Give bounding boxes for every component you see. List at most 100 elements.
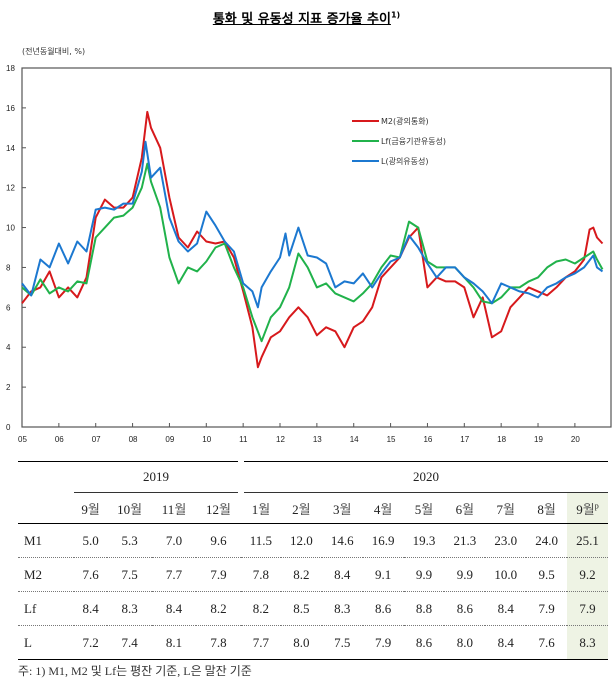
table-cell: 8.4: [485, 591, 527, 626]
table-cell: 9.2: [567, 557, 608, 592]
month-suffix: 월: [298, 501, 311, 517]
legend-label-1: Lf(금융기관유동성): [381, 136, 446, 146]
title-footnote-mark: 1): [390, 10, 401, 20]
table-cell: 8.6: [362, 591, 404, 626]
month-header: 11월: [152, 492, 197, 524]
month-header: 6월: [444, 492, 486, 524]
month-header: 9월: [74, 492, 108, 524]
table-row: M2 7.6 7.5 7.7 7.9 7.8 8.2 8.4 9.1 9.9 9.9 10.0 9.5 9…: [18, 557, 608, 592]
x-tick-label: 14: [350, 435, 359, 444]
table-cell: 7.6: [526, 625, 568, 660]
month-number: 7: [496, 501, 504, 517]
x-tick-label: 20: [571, 435, 580, 444]
year-header: 2020: [240, 461, 608, 493]
table-cell: 8.2: [280, 557, 322, 592]
table-cell: 14.6: [321, 523, 363, 558]
table-cell: 5.0: [74, 523, 108, 558]
year-header-row: 2019 2020: [18, 461, 608, 493]
table-cell: 8.3: [321, 591, 363, 626]
table-cell: 7.7: [240, 625, 281, 660]
legend-label-2: L(광의유동성): [381, 156, 429, 166]
table-cell: 8.4: [74, 591, 108, 626]
month-suffix: 월: [582, 501, 595, 517]
data-table: 2019 2020 9월 10월 11월 12월 1월 2월 3월 4월 5월 6월 7월 8월 9월p M1…: [18, 461, 608, 660]
month-header: 8월: [526, 492, 568, 524]
table-row: L 7.2 7.4 8.1 7.8 7.7 8.0 7.5 7.9 8.6 8.0 8.4 7.6 8.3: [18, 625, 608, 660]
month-suffix: 월: [258, 501, 271, 517]
month-suffix: 월: [503, 501, 515, 517]
month-suffix: 월: [130, 501, 143, 517]
month-suffix: 월: [218, 501, 231, 517]
x-tick-label: 07: [92, 435, 101, 444]
month-suffix: 월: [462, 501, 475, 517]
table-cell: 9.5: [526, 557, 568, 592]
y-tick-label: 4: [6, 343, 11, 352]
x-tick-label: 06: [55, 435, 64, 444]
table-cell: 8.2: [240, 591, 281, 626]
month-header: 3월: [321, 492, 363, 524]
month-number: 9: [81, 501, 88, 517]
month-header-row: 9월 10월 11월 12월 1월 2월 3월 4월 5월 6월 7월 8월 9월p: [18, 492, 608, 524]
table-cell: 7.8: [240, 557, 281, 592]
table-cell: 8.6: [403, 625, 445, 660]
month-number: 2: [292, 501, 299, 517]
table-cell: 7.7: [152, 557, 197, 592]
month-header: 2월: [280, 492, 322, 524]
month-header: 1월: [240, 492, 281, 524]
table-row: Lf 8.4 8.3 8.4 8.2 8.2 8.5 8.3 8.6 8.8 8.6 8.4 7.9 7.…: [18, 591, 608, 626]
month-suffix: 월: [339, 501, 352, 517]
table-cell: 8.1: [152, 625, 197, 660]
month-number: 8: [537, 501, 544, 517]
line-chart: 0 2 4 6 8 10 12 14 16 18 05 06 07 08 09 10 11 12 13 14 15 16 1…: [6, 64, 612, 444]
table-row: M1 5.0 5.3 7.0 9.6 11.5 12.0 14.6 16.9 19.3 21.3 23…: [18, 523, 608, 558]
x-tick-label: 19: [534, 435, 543, 444]
x-tick-label: 17: [460, 435, 469, 444]
table-cell: 7.5: [321, 625, 363, 660]
month-suffix: 월: [421, 501, 434, 517]
year-header: 2019: [74, 461, 244, 493]
preliminary-mark: p: [594, 501, 599, 511]
table-cell: 7.4: [107, 625, 153, 660]
series-line-2: [21, 140, 604, 309]
table-cell: 16.9: [362, 523, 404, 558]
table-cell: 7.9: [362, 625, 404, 660]
month-suffix: 월: [543, 501, 556, 517]
table-cell: 8.4: [152, 591, 197, 626]
table-cell: 7.9: [567, 591, 608, 626]
y-tick-label: 16: [6, 104, 15, 113]
x-tick-label: 10: [202, 435, 211, 444]
table-cell: 9.6: [196, 523, 241, 558]
table-cell: 8.3: [107, 591, 153, 626]
month-number: 6: [455, 501, 463, 517]
table-cell: 11.5: [240, 523, 281, 558]
table-cell: 8.0: [280, 625, 322, 660]
month-header: 5월: [403, 492, 445, 524]
x-tick-label: 09: [165, 435, 174, 444]
table-cell: 7.0: [152, 523, 197, 558]
month-number: 3: [333, 501, 340, 517]
table-cell: 8.5: [280, 591, 322, 626]
month-suffix: 월: [174, 501, 187, 517]
month-header: 7월: [485, 492, 527, 524]
table-cell: 8.3: [567, 625, 608, 660]
month-suffix: 월: [380, 501, 393, 517]
month-header: 9월p: [567, 492, 608, 524]
table-cell: 9.1: [362, 557, 404, 592]
table-cell: 12.0: [280, 523, 322, 558]
y-tick-label: 14: [6, 144, 15, 153]
x-tick-label: 13: [313, 435, 322, 444]
y-tick-label: 0: [6, 423, 11, 432]
month-number: 4: [373, 501, 381, 517]
table-cell: 21.3: [444, 523, 486, 558]
x-tick-label: 15: [387, 435, 396, 444]
plot-frame: [21, 67, 612, 428]
table-cell: 9.9: [444, 557, 486, 592]
table-cell: 7.8: [196, 625, 241, 660]
table-cell: 24.0: [526, 523, 568, 558]
x-tick-label: 05: [18, 435, 27, 444]
row-label: Lf: [18, 591, 74, 626]
footnote: 주: 1) M1, M2 및 Lf는 평잔 기준, L은 말잔 기준: [18, 664, 252, 678]
month-number: 11: [161, 501, 175, 517]
y-tick-label: 6: [6, 303, 11, 312]
table-cell: 25.1: [567, 523, 608, 558]
